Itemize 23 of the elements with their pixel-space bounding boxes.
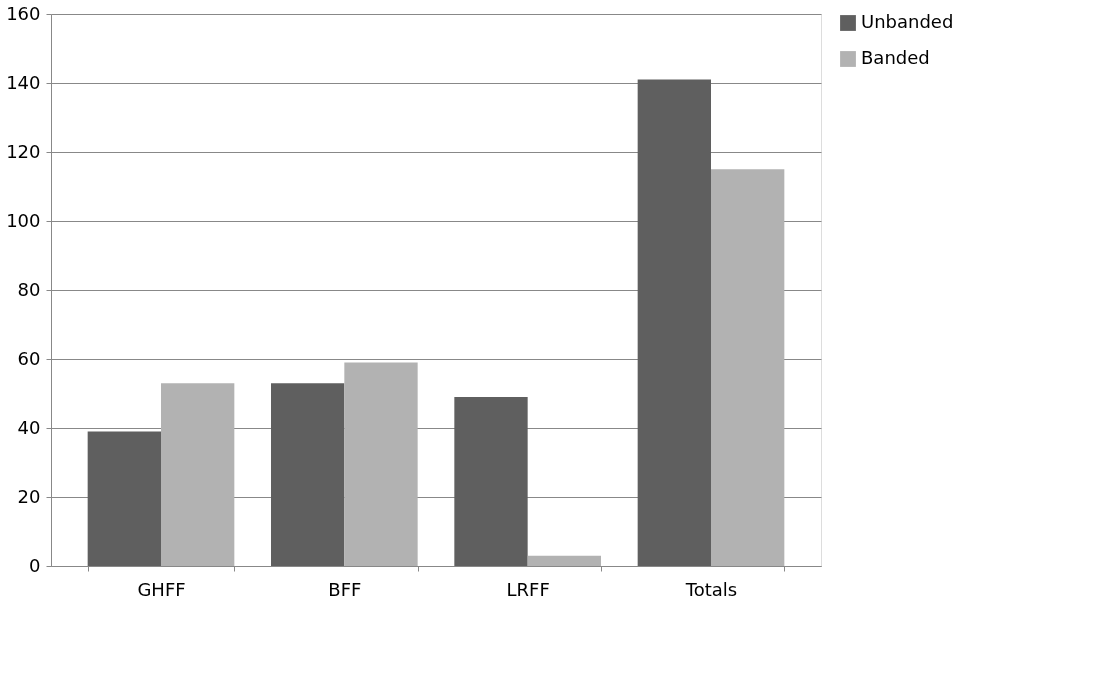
bar [344,362,418,566]
y-tick-label: 160 [6,2,41,24]
y-tick-label: 40 [17,416,41,438]
y-tick-label: 0 [29,554,41,576]
y-tick-label: 120 [6,140,41,162]
x-tick-label: BFF [328,578,362,600]
bar [271,383,345,566]
x-tick-label: LRFF [506,578,550,600]
y-tick-label: 140 [6,71,41,93]
y-tick-label: 80 [17,278,41,300]
bar [87,431,161,566]
legend-label: Unbanded [861,11,954,32]
bar [161,383,235,566]
bar [711,169,785,566]
legend-label: Banded [861,47,930,68]
bar [454,396,528,566]
x-tick-label: GHFF [137,578,186,600]
y-tick-label: 60 [17,347,41,369]
x-tick-label: Totals [684,578,738,600]
y-tick-label: 20 [17,485,41,507]
y-tick-label: 100 [6,209,41,231]
bar [637,79,711,566]
bar [527,555,601,566]
